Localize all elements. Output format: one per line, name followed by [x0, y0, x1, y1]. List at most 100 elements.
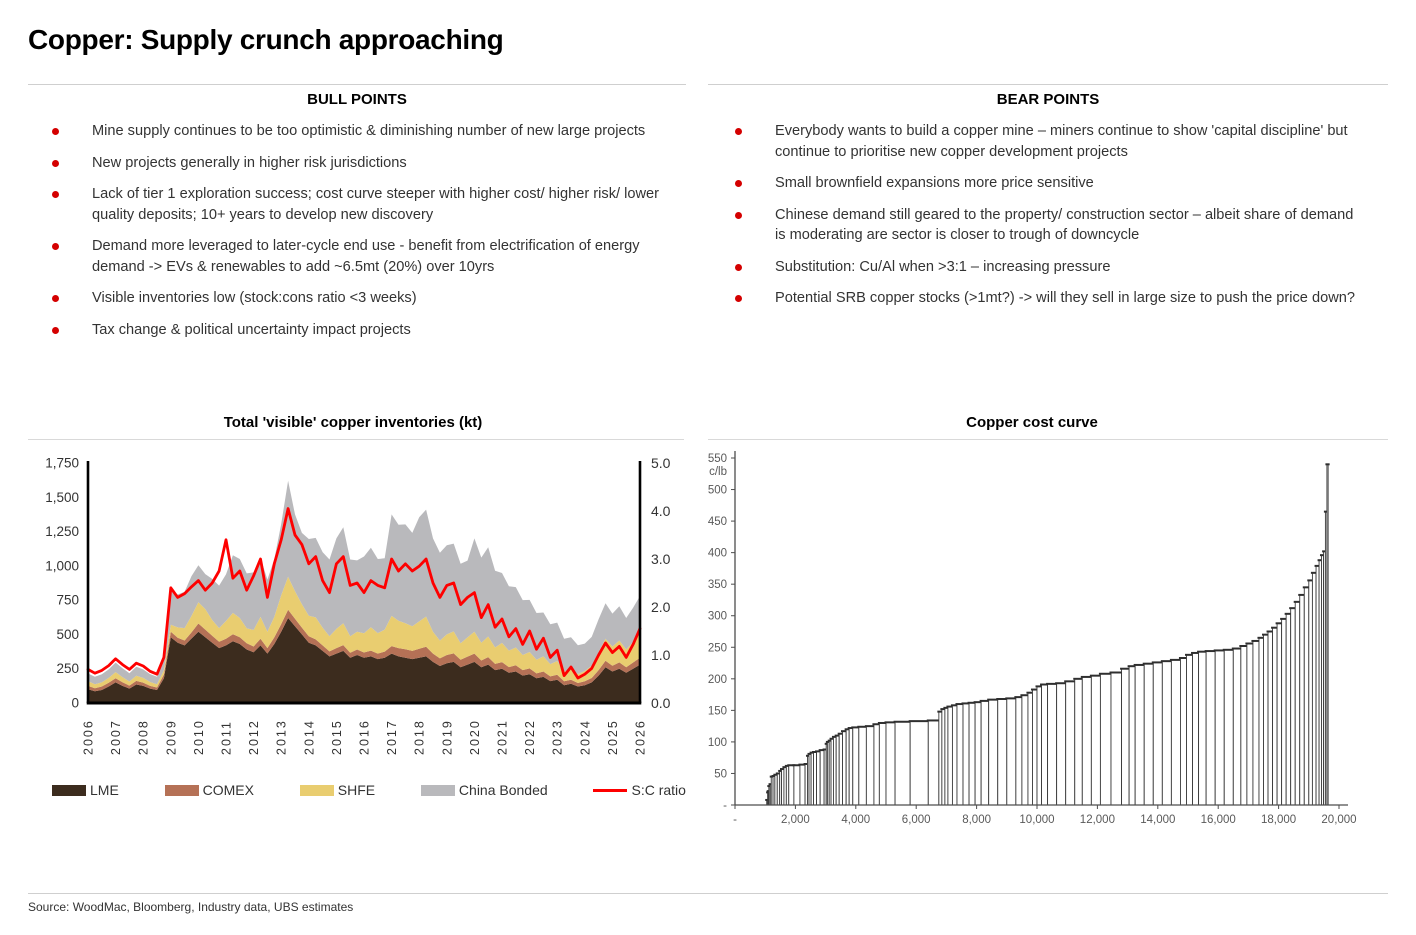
svg-text:2020: 2020: [468, 719, 482, 755]
cost-bar: [788, 764, 795, 806]
cost-bar: [816, 750, 821, 806]
divider: [28, 84, 686, 85]
inventories-chart-title: Total 'visible' copper inventories (kt): [223, 414, 483, 431]
cost-bar: [1276, 622, 1283, 806]
svg-text:2013: 2013: [275, 719, 289, 755]
svg-text:4.0: 4.0: [651, 503, 671, 519]
svg-text:750: 750: [56, 593, 79, 608]
svg-text:2023: 2023: [551, 719, 565, 755]
sc-ratio-line: [86, 507, 642, 680]
cost-bar: [974, 701, 982, 806]
inventories-chart: 0 250 500 750 1,000 1,250 1,500 1,750 0.0 1.0 2.0 3…: [45, 455, 671, 755]
cost-bar: [1223, 649, 1234, 806]
legend-label: COMEX: [202, 782, 254, 798]
bull-point: Tax change & political uncertainty impac…: [50, 320, 678, 341]
svg-text:14,000: 14,000: [1140, 814, 1175, 826]
svg-text:2,000: 2,000: [781, 814, 810, 826]
cost-bar: [842, 730, 847, 806]
cost-bar: [1272, 627, 1278, 806]
cost-bar: [1311, 572, 1317, 806]
cost-bar: [894, 721, 911, 806]
cost-bar: [1134, 664, 1145, 806]
svg-text:2015: 2015: [330, 719, 344, 755]
cost-bar: [1041, 684, 1049, 806]
legend-line-swatch: [593, 788, 628, 792]
cost-bar: [852, 726, 860, 806]
cost-bar: [1180, 657, 1187, 806]
cost-bar: [1065, 680, 1076, 806]
svg-text:2009: 2009: [164, 719, 178, 755]
svg-text:10,000: 10,000: [1019, 814, 1054, 826]
cost-bar: [1290, 607, 1296, 806]
svg-text:450: 450: [708, 516, 727, 528]
cost-bar: [1170, 659, 1181, 806]
bear-points-heading: BEAR POINTS: [996, 91, 1100, 108]
cost-bar: [799, 764, 806, 806]
svg-text:2024: 2024: [578, 719, 592, 755]
svg-text:2008: 2008: [137, 719, 151, 755]
legend-item-shfe: SHFE: [299, 782, 376, 798]
cost-bar: [947, 706, 953, 806]
bear-point: Potential SRB copper stocks (>1mt?) -> w…: [733, 288, 1367, 309]
cost-bar: [980, 700, 990, 806]
cost-bar: [873, 723, 880, 806]
cost-bar: [997, 698, 1008, 806]
cost-bar: [988, 699, 999, 806]
cost-bar: [1267, 631, 1274, 806]
area-china-bonded: [88, 480, 640, 685]
svg-text:2012: 2012: [247, 719, 261, 755]
cost-bar: [1090, 675, 1101, 806]
cost-bar: [1128, 665, 1136, 806]
svg-text:5.0: 5.0: [651, 455, 671, 471]
area-shfe: [88, 576, 640, 689]
svg-text:100: 100: [708, 737, 727, 749]
cost-bar: [1036, 685, 1042, 806]
cost-bar: [956, 703, 964, 806]
svg-text:2010: 2010: [192, 719, 206, 755]
divider: [708, 439, 1388, 440]
source-note: Source: WoodMac, Bloomberg, Industry dat…: [28, 900, 354, 914]
left-axis-labels: 0 250 500 750 1,000 1,250 1,500 1,750: [45, 456, 79, 711]
svg-text:3.0: 3.0: [651, 551, 671, 567]
svg-text:2.0: 2.0: [651, 599, 671, 615]
legend-item-s-c-ratio: S:C ratio: [593, 782, 686, 798]
cost-bar: [1021, 694, 1029, 806]
cost-bar: [835, 735, 840, 806]
cost-bar: [1152, 661, 1163, 806]
bull-point: Mine supply continues to be too optimist…: [50, 121, 678, 142]
svg-text:500: 500: [708, 485, 727, 497]
legend-color-swatch: [299, 784, 334, 796]
cost-bar: [1074, 678, 1083, 806]
svg-text:50: 50: [714, 768, 727, 780]
bull-point: Demand more leveraged to later-cycle end…: [50, 236, 678, 277]
legend-item-comex: COMEX: [164, 782, 254, 798]
cost-bar: [885, 721, 896, 806]
cost-bar: [865, 725, 875, 806]
svg-text:250: 250: [708, 642, 727, 654]
legend-label: China Bonded: [458, 782, 548, 798]
svg-text:1.0: 1.0: [651, 647, 671, 663]
cost-bar: [1258, 637, 1264, 806]
cost-bar: [1205, 650, 1216, 806]
legend-label: SHFE: [337, 782, 376, 798]
cost-bar: [1263, 634, 1269, 806]
cost-bar: [1246, 643, 1254, 806]
cost-bar: [968, 702, 976, 806]
cost-bar: [1326, 463, 1329, 806]
cost-bar: [819, 749, 825, 806]
cost-bar: [1032, 689, 1038, 806]
svg-text:2019: 2019: [440, 719, 454, 755]
svg-text:1,750: 1,750: [45, 456, 79, 471]
cost-bar: [1303, 586, 1310, 806]
svg-text:1,000: 1,000: [45, 558, 79, 573]
cost-bar: [813, 751, 817, 806]
svg-text:4,000: 4,000: [841, 814, 870, 826]
svg-text:0.0: 0.0: [651, 695, 671, 711]
svg-text:250: 250: [56, 661, 79, 676]
svg-text:2006: 2006: [82, 719, 96, 755]
cost-bar: [1099, 673, 1112, 806]
svg-text:8,000: 8,000: [962, 814, 991, 826]
svg-text:1,500: 1,500: [45, 490, 79, 505]
